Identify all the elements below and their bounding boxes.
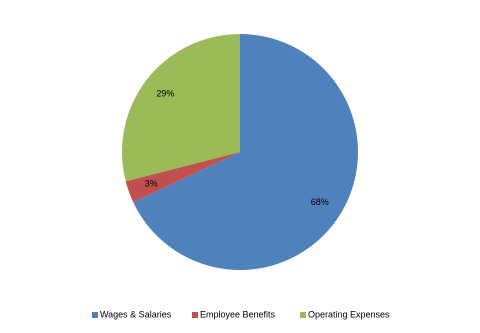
legend-marker xyxy=(192,312,198,318)
data-label: 29% xyxy=(156,89,174,99)
pie-slice xyxy=(125,152,240,203)
legend-label: Operating Expenses xyxy=(308,309,390,319)
legend-marker xyxy=(92,312,98,318)
legend-label: Employee Benefits xyxy=(200,309,276,319)
data-label: 3% xyxy=(145,178,158,188)
data-label: 68% xyxy=(311,197,329,207)
legend-marker xyxy=(300,312,306,318)
pie-slice xyxy=(133,34,358,270)
pie-slice xyxy=(122,34,240,182)
legend-label: Wages & Salaries xyxy=(100,309,172,319)
